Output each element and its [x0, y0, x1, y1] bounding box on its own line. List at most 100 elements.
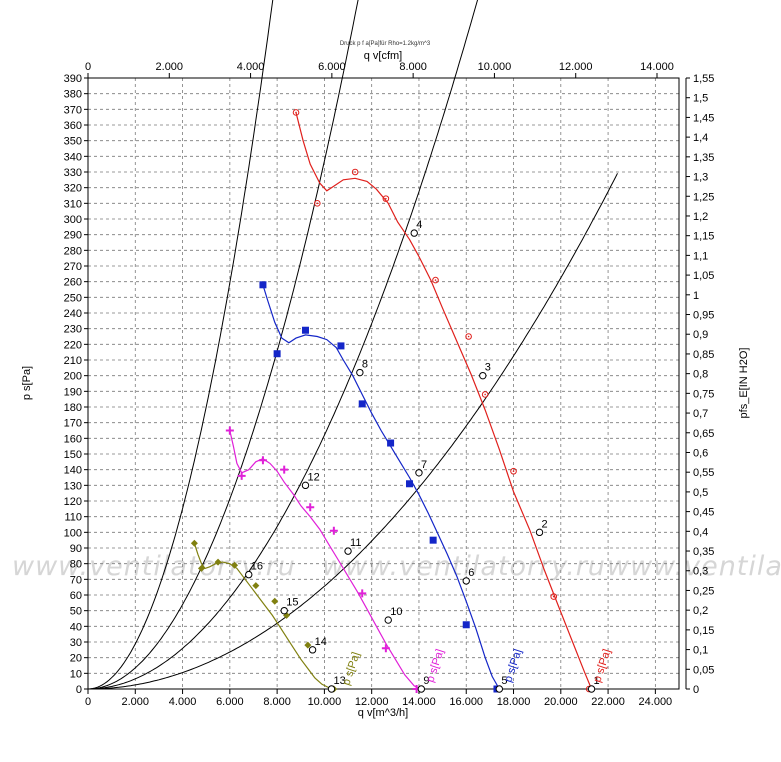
y-right-tick-label: 1,25: [693, 191, 714, 203]
operating-point-marker: [535, 528, 544, 537]
data-marker-dot: [434, 279, 437, 281]
y-right-tick-label: 0,05: [693, 664, 714, 676]
y-left-tick-label: 380: [64, 89, 82, 101]
data-marker-diamond: [197, 564, 205, 572]
x-bottom-tick-label: 10.000: [308, 696, 342, 708]
operating-point-label: 3: [485, 362, 491, 374]
x-top-tick-label: 8.000: [399, 61, 427, 73]
data-marker-diamond: [214, 558, 222, 566]
y-right-tick-label: 1,2: [693, 211, 708, 223]
x-bottom-tick-label: 0: [85, 696, 91, 708]
fan-curve-line: [229, 430, 422, 690]
x-bottom-tick-label: 4.000: [169, 696, 197, 708]
system-curve-line: [88, 173, 618, 690]
y-right-tick-label: 0,35: [693, 546, 714, 558]
y-right-tick-label: 0,15: [693, 625, 714, 637]
y-left-tick-label: 210: [64, 355, 82, 367]
operating-point-label: 10: [390, 606, 402, 618]
operating-point-marker: [587, 685, 596, 693]
x-bottom-tick-label: 12.000: [355, 696, 389, 708]
y-left-tick-label: 30: [70, 637, 82, 649]
y-left-tick-label: 70: [70, 574, 82, 586]
y-right-tick-label: 0,7: [693, 408, 708, 420]
data-marker-plus: [381, 644, 390, 653]
y-right-tick-label: 0,2: [693, 605, 708, 617]
y-left-tick-label: 150: [64, 449, 82, 461]
data-marker-dot: [512, 470, 515, 473]
operating-point-label: 2: [542, 518, 548, 530]
data-marker-diamond: [190, 539, 198, 547]
y-left-tick-label: 140: [64, 465, 82, 477]
x-top-tick-label: 2.000: [156, 61, 184, 73]
y-right-tick-label: 0,8: [693, 369, 708, 381]
x-bottom-tick-label: 2.000: [122, 696, 150, 708]
operating-point-label: 11: [350, 537, 361, 549]
y-left-tick-label: 170: [64, 418, 82, 430]
y-left-tick-label: 390: [64, 73, 82, 85]
y-left-tick-label: 80: [70, 559, 82, 571]
y-left-tick-label: 220: [64, 339, 82, 351]
y-left-tick-label: 130: [64, 480, 82, 492]
y-right-tick-label: 1,45: [693, 112, 714, 124]
y-right-tick-label: 1,05: [693, 270, 714, 282]
y-right-tick-label: 0,1: [693, 645, 708, 657]
grid-lines: [88, 78, 679, 689]
data-marker-circle: [382, 195, 390, 202]
x-top-tick-label: 12.000: [559, 61, 593, 73]
fan-curve-line: [193, 543, 332, 690]
data-marker-dot: [467, 335, 470, 338]
x-bottom-tick-label: 16.000: [449, 696, 483, 708]
y-left-tick-label: 0: [76, 684, 82, 696]
x-bottom-axis-title: q v[m^3/h]: [358, 707, 408, 719]
data-marker-square: [387, 439, 395, 447]
y-right-tick-label: 1,15: [693, 231, 714, 243]
data-marker-plus: [306, 503, 315, 512]
x-top-tick-label: 10.000: [478, 61, 512, 73]
x-top-tick-label: 4.000: [237, 61, 265, 73]
data-marker-plus: [237, 471, 246, 480]
operating-point-label: 8: [362, 359, 368, 371]
operating-point-label: 9: [423, 675, 429, 687]
x-bottom-tick-label: 22.000: [591, 696, 625, 708]
y-left-tick-label: 300: [64, 214, 82, 226]
y-left-tick-label: 230: [64, 324, 82, 336]
y-right-tick-label: 0,4: [693, 526, 708, 538]
x-top-tick-label: 14.000: [640, 61, 674, 73]
y-left-tick-label: 160: [64, 433, 82, 445]
operating-point-marker: [417, 685, 426, 693]
y-left-tick-label: 190: [64, 386, 82, 398]
y-left-tick-label: 110: [64, 512, 82, 524]
operating-point-marker: [495, 685, 504, 693]
operating-point-marker: [301, 481, 310, 490]
y-left-tick-label: 290: [64, 230, 82, 242]
y-right-tick-label: 0,65: [693, 428, 714, 440]
y-left-tick-label: 120: [64, 496, 82, 508]
system-curves: [87, 0, 618, 690]
curve-label-text: p s[Pa]: [424, 648, 446, 684]
curve-label-text: p s[Pa]: [591, 648, 613, 684]
curve-label-text: p s[Pa]: [340, 651, 362, 687]
data-marker-plus: [280, 465, 289, 474]
y-right-tick-label: 1,55: [693, 73, 714, 85]
data-marker-dot: [354, 171, 356, 173]
operating-point-label: 4: [416, 219, 422, 231]
y-left-tick-label: 340: [64, 151, 82, 163]
data-marker-circle: [432, 276, 439, 284]
data-marker-diamond: [271, 597, 279, 605]
y-left-tick-label: 370: [64, 104, 82, 116]
y-left-tick-label: 10: [70, 668, 82, 680]
y-right-axis-title: pfs_E[IN H2O]: [738, 348, 750, 419]
data-marker-square: [273, 350, 281, 358]
y-right-tick-label: 0,3: [693, 566, 708, 578]
y-left-tick-label: 260: [64, 277, 82, 289]
data-marker-dot: [484, 393, 486, 396]
data-marker-circle: [465, 333, 472, 340]
y-left-tick-label: 280: [64, 245, 82, 257]
y-left-tick-label: 360: [64, 120, 82, 132]
watermark-text: www.ventilatorry.ru: [607, 551, 781, 582]
operating-point-marker: [356, 368, 364, 377]
operating-point-label: 12: [307, 471, 319, 483]
operating-point-marker: [410, 229, 418, 237]
operating-point-marker: [415, 469, 423, 477]
